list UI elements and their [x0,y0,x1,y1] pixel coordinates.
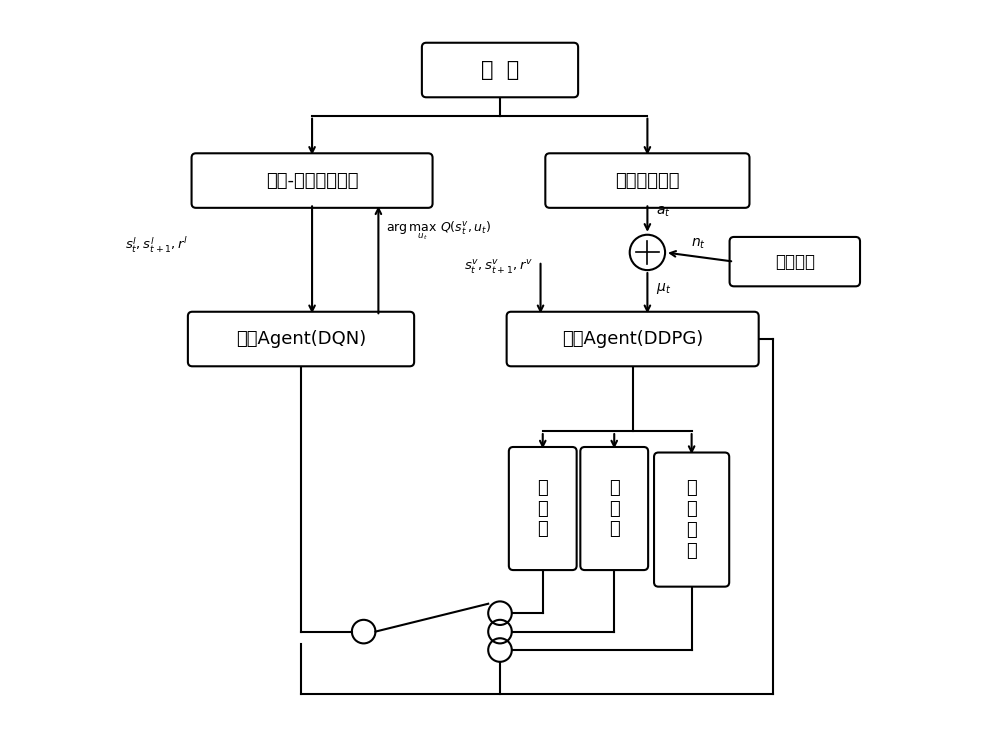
Text: 左
换
道: 左 换 道 [537,479,548,538]
FancyBboxPatch shape [192,153,433,208]
Text: $a_t$: $a_t$ [656,204,671,219]
Text: 环  境: 环 境 [481,60,519,80]
Text: 动作Agent(DDPG): 动作Agent(DDPG) [562,330,703,348]
Text: 车
道
保
持: 车 道 保 持 [686,479,697,560]
FancyBboxPatch shape [730,237,860,286]
FancyBboxPatch shape [188,312,414,366]
Text: 探索噪声: 探索噪声 [775,253,815,270]
Text: 车流-交通状况信息: 车流-交通状况信息 [266,172,358,189]
FancyBboxPatch shape [509,447,577,570]
Text: 道路环境信息: 道路环境信息 [615,172,680,189]
Text: $\arg\max_{u_t}\ Q(s_t^v,u_t)$: $\arg\max_{u_t}\ Q(s_t^v,u_t)$ [386,219,491,242]
FancyBboxPatch shape [654,453,729,587]
Text: 右
换
道: 右 换 道 [609,479,620,538]
FancyBboxPatch shape [507,312,759,366]
FancyBboxPatch shape [545,153,749,208]
Text: $s_t^l,s_{t+1}^l,r^l$: $s_t^l,s_{t+1}^l,r^l$ [125,235,189,255]
FancyBboxPatch shape [422,43,578,97]
Text: 决策Agent(DQN): 决策Agent(DQN) [236,330,366,348]
FancyBboxPatch shape [580,447,648,570]
Text: $n_t$: $n_t$ [691,236,706,251]
Text: $\mu_t$: $\mu_t$ [656,281,671,296]
Text: $s_t^v,s_{t+1}^v,r^v$: $s_t^v,s_{t+1}^v,r^v$ [464,258,533,276]
